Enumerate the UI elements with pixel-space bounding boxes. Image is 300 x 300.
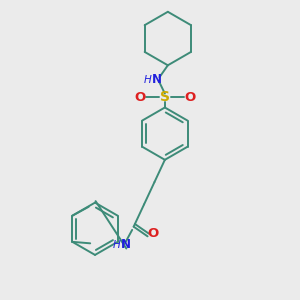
Text: N: N — [152, 73, 161, 86]
Text: O: O — [147, 227, 158, 240]
Text: H: H — [113, 240, 120, 250]
Text: S: S — [160, 90, 170, 104]
Text: O: O — [184, 91, 196, 103]
Text: N: N — [121, 238, 131, 251]
Text: O: O — [134, 91, 145, 103]
Text: H: H — [144, 75, 152, 85]
